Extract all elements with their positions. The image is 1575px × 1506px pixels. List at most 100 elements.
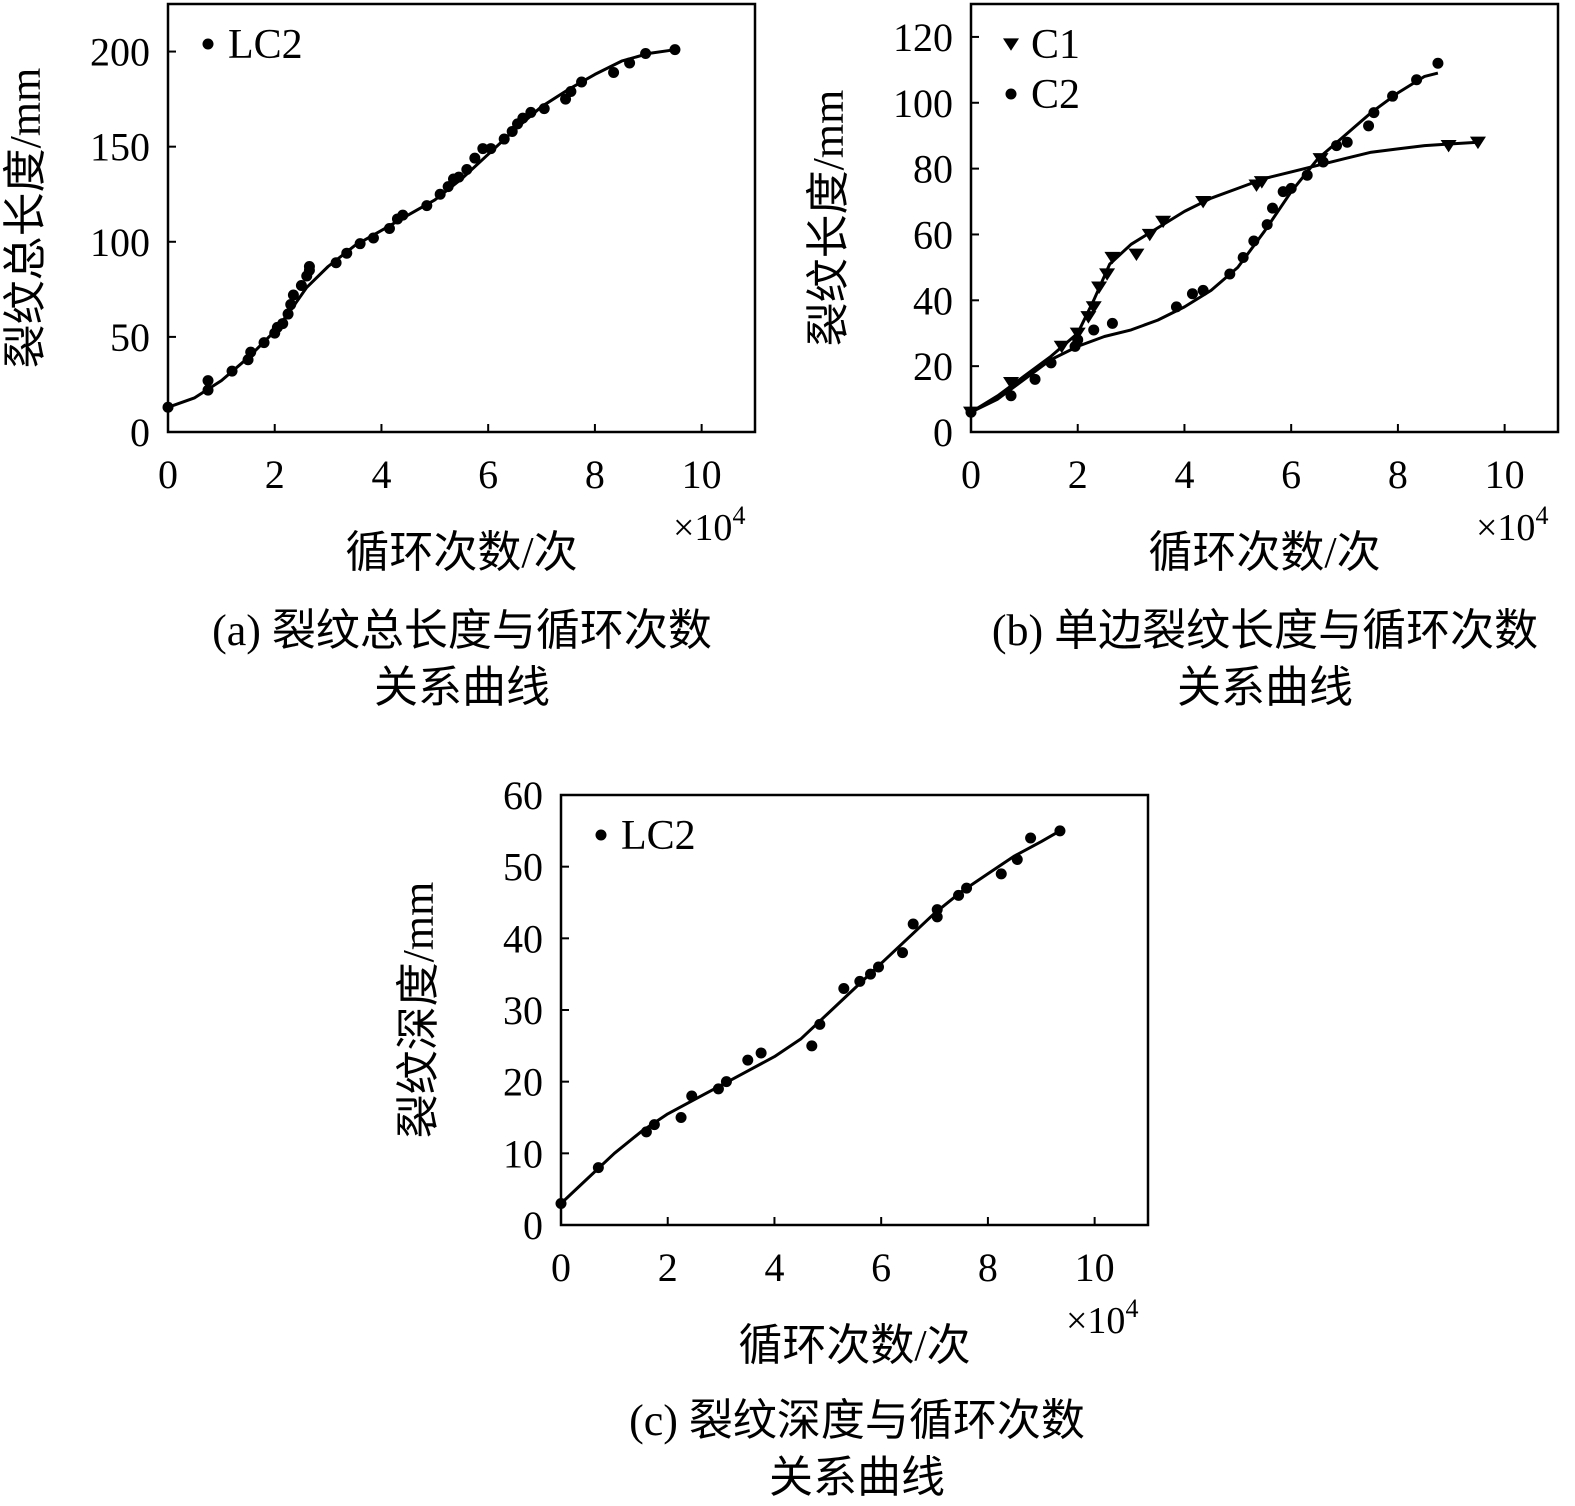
fit-curve-lc2 xyxy=(559,829,1061,1205)
x-tick-label: 2 xyxy=(265,452,285,497)
data-point-lc2 xyxy=(720,1076,732,1088)
y-axis-title: 裂纹深度/mm xyxy=(394,882,443,1139)
data-point-c2 xyxy=(1331,140,1343,152)
data-point-c2 xyxy=(1248,235,1260,247)
data-point-lc2 xyxy=(434,188,446,200)
data-point-lc2 xyxy=(742,1054,754,1066)
data-point-lc2 xyxy=(865,968,877,980)
data-point-lc2 xyxy=(1054,825,1066,837)
data-point-c2 xyxy=(1301,169,1313,181)
data-point-lc2 xyxy=(202,384,214,396)
data-point-c2 xyxy=(1186,288,1198,300)
y-tick-label: 120 xyxy=(893,15,953,60)
data-point-c1 xyxy=(1091,281,1108,294)
x-tick-label: 0 xyxy=(551,1245,571,1290)
x-axis-title: 循环次数/次 xyxy=(345,528,577,577)
data-point-lc2 xyxy=(565,86,577,98)
x-axis-title: 循环次数/次 xyxy=(1148,528,1380,577)
y-tick-label: 40 xyxy=(913,278,953,323)
data-point-lc2 xyxy=(498,133,510,145)
caption-a-line2: 关系曲线 xyxy=(374,663,550,712)
x-multiplier: ×104 xyxy=(1066,1294,1138,1342)
data-point-lc2 xyxy=(1011,854,1023,865)
y-tick-label: 0 xyxy=(933,410,953,455)
x-tick-label: 6 xyxy=(871,1245,891,1290)
data-point-c1 xyxy=(1099,268,1116,281)
legend-label-lc2: LC2 xyxy=(228,22,303,68)
data-point-c2 xyxy=(1317,156,1329,168)
data-point-lc2 xyxy=(287,289,299,301)
y-tick-label: 150 xyxy=(90,125,150,170)
data-point-lc2 xyxy=(162,401,174,413)
y-axis-title: 裂纹长度/mm xyxy=(804,90,853,347)
x-tick-label: 8 xyxy=(1388,452,1408,497)
data-point-c2 xyxy=(1045,357,1057,369)
y-tick-label: 50 xyxy=(503,845,543,890)
data-point-lc2 xyxy=(555,1198,567,1209)
y-tick-label: 40 xyxy=(503,916,543,961)
data-point-lc2 xyxy=(469,152,481,164)
data-point-lc2 xyxy=(931,904,943,916)
x-tick-label: 0 xyxy=(961,452,981,497)
data-point-lc2 xyxy=(1025,832,1037,844)
x-tick-label: 0 xyxy=(158,452,178,497)
data-point-lc2 xyxy=(592,1162,604,1174)
x-tick-label: 2 xyxy=(1068,452,1088,497)
data-point-c2 xyxy=(1267,202,1279,214)
y-tick-label: 200 xyxy=(90,30,150,75)
x-tick-label: 6 xyxy=(1281,452,1301,497)
data-point-c2 xyxy=(1363,120,1375,132)
data-point-c2 xyxy=(1224,268,1236,280)
data-point-lc2 xyxy=(897,947,909,959)
caption-b-line1: (b) 单边裂纹长度与循环次数 xyxy=(992,606,1538,655)
x-tick-label: 10 xyxy=(1075,1245,1115,1290)
data-point-c2 xyxy=(1005,390,1017,402)
y-tick-label: 60 xyxy=(913,212,953,257)
caption-b-line2: 关系曲线 xyxy=(1177,663,1353,712)
data-point-c1 xyxy=(1141,228,1158,242)
data-point-lc2 xyxy=(421,200,433,212)
plot-frame xyxy=(969,2,1560,434)
data-point-lc2 xyxy=(755,1047,767,1059)
legend-marker-c1 xyxy=(1003,38,1019,51)
data-point-lc2 xyxy=(953,889,965,901)
caption-a-line1: (a) 裂纹总长度与循环次数 xyxy=(212,606,712,655)
y-tick-label: 0 xyxy=(523,1203,543,1248)
data-point-c2 xyxy=(965,406,977,418)
x-tick-label: 4 xyxy=(1174,452,1194,497)
y-tick-label: 60 xyxy=(503,773,543,818)
data-point-lc2 xyxy=(640,1126,652,1138)
data-point-lc2 xyxy=(854,975,866,987)
y-tick-label: 100 xyxy=(90,220,150,265)
data-point-c1 xyxy=(1195,195,1212,209)
data-point-c2 xyxy=(1261,219,1273,231)
data-point-lc2 xyxy=(354,238,366,250)
data-point-lc2 xyxy=(907,918,919,930)
data-point-c1 xyxy=(1069,327,1086,341)
data-point-lc2 xyxy=(838,983,850,994)
data-point-c2 xyxy=(1170,301,1182,313)
data-point-lc2 xyxy=(485,143,497,155)
data-point-lc2 xyxy=(245,346,257,358)
x-tick-label: 10 xyxy=(1485,452,1525,497)
data-point-lc2 xyxy=(995,868,1007,880)
data-point-lc2 xyxy=(367,232,379,244)
y-axis-title: 裂纹总长度/mm xyxy=(1,68,50,369)
data-point-lc2 xyxy=(640,47,652,59)
data-point-lc2 xyxy=(712,1083,724,1095)
data-point-lc2 xyxy=(226,365,238,377)
y-tick-label: 80 xyxy=(913,147,953,192)
data-point-lc2 xyxy=(517,112,529,124)
data-point-c1 xyxy=(1104,251,1121,265)
chart-b: 0 2 4 6 8 10020406080100120×104循环次数/次裂纹长度/mmC… xyxy=(804,2,1560,577)
data-point-c1 xyxy=(1440,139,1457,153)
legend-marker-lc2 xyxy=(202,38,214,50)
data-point-lc2 xyxy=(506,125,518,137)
data-point-lc2 xyxy=(285,299,297,311)
data-point-c2 xyxy=(1285,182,1297,194)
data-point-c2 xyxy=(1387,90,1399,102)
data-point-c1 xyxy=(1128,248,1145,262)
y-tick-label: 100 xyxy=(893,81,953,126)
data-point-c2 xyxy=(1197,284,1209,296)
